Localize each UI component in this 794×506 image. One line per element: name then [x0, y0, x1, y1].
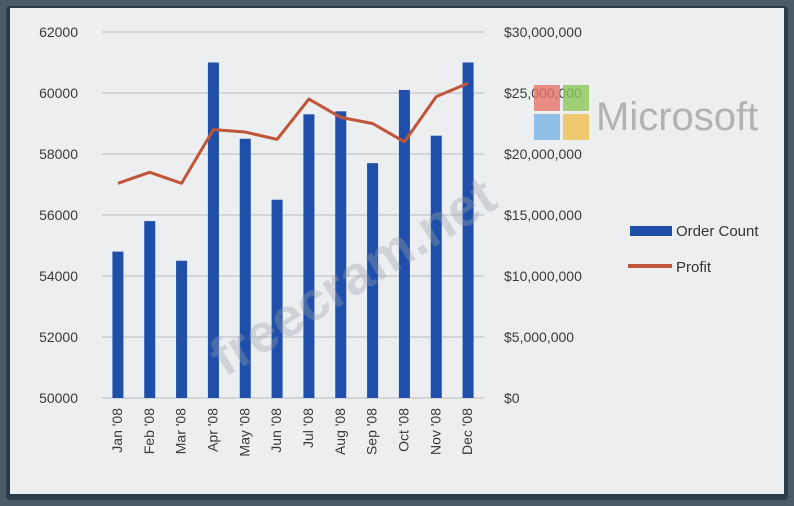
- right-tick-label: $0: [504, 390, 520, 406]
- microsoft-logo-yellow-square: [563, 114, 589, 140]
- left-tick-label: 56000: [39, 207, 78, 223]
- left-tick-label: 60000: [39, 85, 78, 101]
- profit-line: [117, 81, 469, 185]
- profit-line-series: [117, 81, 469, 185]
- gridlines: [102, 31, 484, 399]
- bar-1: [112, 251, 124, 398]
- x-tick-label: Sep '08: [364, 408, 380, 455]
- x-axis-ticks: Jan '08 Feb '08 Mar '08 Apr '08 May '08 Jun '…: [109, 408, 475, 457]
- x-tick-label: Nov '08: [427, 408, 443, 455]
- legend-order-count-swatch: [630, 226, 672, 236]
- legend-profit-label: Profit: [676, 259, 712, 276]
- bar-11: [430, 135, 442, 398]
- bar-6: [271, 199, 283, 398]
- bar-12: [462, 62, 474, 398]
- order-count-profit-chart: 50000 52000 54000 56000 58000 60000 62000 $0 $5…: [39, 24, 759, 457]
- microsoft-logo-red-square: [534, 85, 560, 111]
- x-tick-label: Mar '08: [173, 408, 189, 454]
- left-tick-label: 52000: [39, 329, 78, 345]
- bar-10: [398, 89, 410, 398]
- x-tick-label: Aug '08: [332, 408, 348, 455]
- x-tick-label: Jan '08: [109, 408, 125, 453]
- left-tick-label: 50000: [39, 390, 78, 406]
- x-tick-label: Oct '08: [395, 408, 411, 452]
- right-tick-label: $30,000,000: [504, 24, 582, 40]
- microsoft-logo-blue-square: [534, 114, 560, 140]
- bar-7: [303, 114, 315, 398]
- x-tick-label: Feb '08: [141, 408, 157, 454]
- x-tick-label: Apr '08: [204, 408, 220, 452]
- right-tick-label: $10,000,000: [504, 268, 582, 284]
- x-tick-label: Jun '08: [268, 408, 284, 453]
- microsoft-logo-green-square: [563, 85, 589, 111]
- legend-order-count-label: Order Count: [676, 223, 759, 240]
- right-axis-ticks: $0 $5,000,000 $10,000,000 $15,000,000 $20,00…: [504, 24, 582, 406]
- x-tick-label: Dec '08: [459, 408, 475, 455]
- right-tick-label: $20,000,000: [504, 146, 582, 162]
- left-tick-label: 54000: [39, 268, 78, 284]
- legend: Order Count Profit: [628, 223, 759, 276]
- left-axis-ticks: 50000 52000 54000 56000 58000 60000 62000: [39, 24, 78, 406]
- bar-3: [176, 260, 188, 398]
- bar-5: [239, 138, 251, 398]
- x-tick-label: Jul '08: [300, 408, 316, 448]
- bar-8: [335, 111, 347, 399]
- right-tick-label: $15,000,000: [504, 207, 582, 223]
- microsoft-watermark: Microsoft: [534, 85, 758, 140]
- bar-2: [144, 221, 156, 398]
- bar-9: [367, 163, 379, 398]
- order-count-bars: [112, 62, 474, 399]
- bar-4: [207, 62, 219, 398]
- left-tick-label: 58000: [39, 146, 78, 162]
- x-tick-label: May '08: [236, 408, 252, 457]
- left-tick-label: 62000: [39, 24, 78, 40]
- right-tick-label: $5,000,000: [504, 329, 574, 345]
- microsoft-logo-word: Microsoft: [596, 95, 758, 139]
- chart-panel: 50000 52000 54000 56000 58000 60000 62000 $0 $5…: [10, 8, 784, 494]
